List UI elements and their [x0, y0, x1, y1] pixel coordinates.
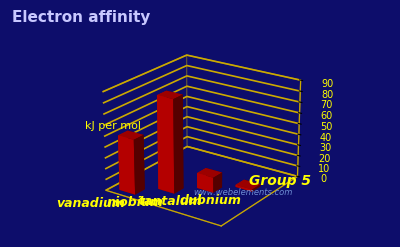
Text: Electron affinity: Electron affinity	[12, 10, 150, 25]
